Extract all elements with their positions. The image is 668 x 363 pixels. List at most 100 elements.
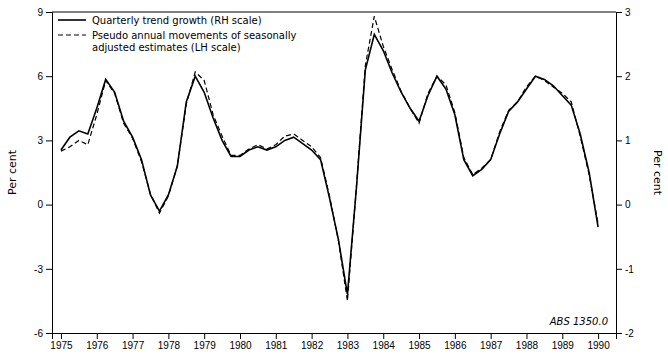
legend-entry: Pseudo annual movements of seasonallyadj… [58,30,297,53]
frame-top [52,12,616,13]
y2-axis-title: Per cent [651,150,664,196]
tick-label: 1984 [373,340,396,351]
tick-mark [616,140,622,141]
tick-mark [46,76,52,77]
tick-mark [562,333,563,339]
tick-label: 1982 [301,340,324,351]
tick-label: 3 [37,135,43,146]
tick: 1988 [516,333,539,351]
tick-label: 1986 [444,340,467,351]
tick: 1984 [373,333,396,351]
tick-mark [204,333,205,339]
tick-mark [46,140,52,141]
tick-label: 1983 [337,340,360,351]
legend-swatch [58,19,86,21]
tick-label: -1 [625,264,634,275]
legend-swatch [58,34,86,35]
y-axis-title: Per cent [6,149,19,195]
tick-label: 1987 [480,340,503,351]
tick-mark [616,333,622,334]
series-line [61,34,598,294]
plot: 1975 1976 1977 1978 1979 1980 1981 1982 1983 1984… [6,7,664,351]
annotation: ABS 1350.0 [549,316,608,327]
tick: 1982 [301,333,324,351]
tick-label: 1977 [122,340,145,351]
tick: -2 [616,328,634,339]
chart: 1975 1976 1977 1978 1979 1980 1981 1982 1983 1984… [0,0,668,363]
legend: Quarterly trend growth (RH scale) Pseudo … [58,15,297,53]
tick-label: 1989 [552,340,575,351]
tick-label: 0 [37,199,43,210]
tick-label: 1979 [194,340,217,351]
tick: 1985 [408,333,431,351]
x-axis-line [53,334,617,340]
tick-label: 1990 [587,340,610,351]
tick-label: 2 [625,71,631,82]
tick-mark [598,333,599,339]
lines [61,16,598,301]
tick-mark [46,205,52,206]
tick: 3 [37,135,52,146]
tick-mark [46,269,52,270]
tick-label: 3 [625,7,631,18]
tick-mark [276,333,277,339]
tick-mark [61,333,62,339]
tick: 1977 [122,333,145,351]
tick: 1981 [265,333,288,351]
tick-label: 1988 [516,340,539,351]
tick-label: 9 [37,7,43,18]
tick-mark [97,333,98,339]
tick-mark [455,333,456,339]
tick: 1987 [480,333,503,351]
tick-mark [46,333,52,334]
tick-mark [491,333,492,339]
tick-mark [133,333,134,339]
tick-mark [240,333,241,339]
tick-mark [616,12,622,13]
tick: 3 [616,7,631,18]
tick-label: 0 [625,199,631,210]
legend-entry: Quarterly trend growth (RH scale) [58,15,262,26]
tick: 1980 [229,333,252,351]
tick-label: 1981 [265,340,288,351]
legend-label: Pseudo annual movements of seasonallyadj… [92,30,297,53]
legend-label: Quarterly trend growth (RH scale) [92,15,262,26]
tick: 1990 [587,333,610,351]
tick: 1 [616,135,631,146]
tick: 1976 [86,333,109,351]
tick-label: 1975 [50,340,73,351]
tick: 9 [37,7,52,18]
tick: -6 [34,328,52,339]
tick-mark [312,333,313,339]
tick-mark [616,269,622,270]
y2-axis-line [617,13,623,334]
tick-label: 1980 [229,340,252,351]
tick: 2 [616,71,631,82]
tick: 1989 [552,333,575,351]
tick-label: 1985 [408,340,431,351]
series-line [61,16,598,301]
tick-label: 1978 [158,340,181,351]
tick: 1978 [158,333,181,351]
tick-mark [383,333,384,339]
y-axis-line [46,13,53,334]
tick: 1983 [337,333,360,351]
tick-mark [616,76,622,77]
tick: 1979 [194,333,217,351]
tick-label: -2 [625,328,634,339]
tick-label: 1976 [86,340,109,351]
tick: 1975 [50,333,73,351]
tick-label: 6 [37,71,43,82]
tick-mark [616,205,622,206]
tick: -1 [616,264,634,275]
tick-label: -6 [34,328,43,339]
y-axis: -6 -3 0 3 6 9 [34,7,52,339]
tick: 1986 [444,333,467,351]
tick-label: 1 [625,135,631,146]
tick-mark [168,333,169,339]
tick-mark [347,333,348,339]
tick-mark [419,333,420,339]
tick: -3 [34,264,52,275]
tick-label: -3 [34,264,43,275]
y2-axis: -2 -1 0 1 2 3 [616,7,634,339]
